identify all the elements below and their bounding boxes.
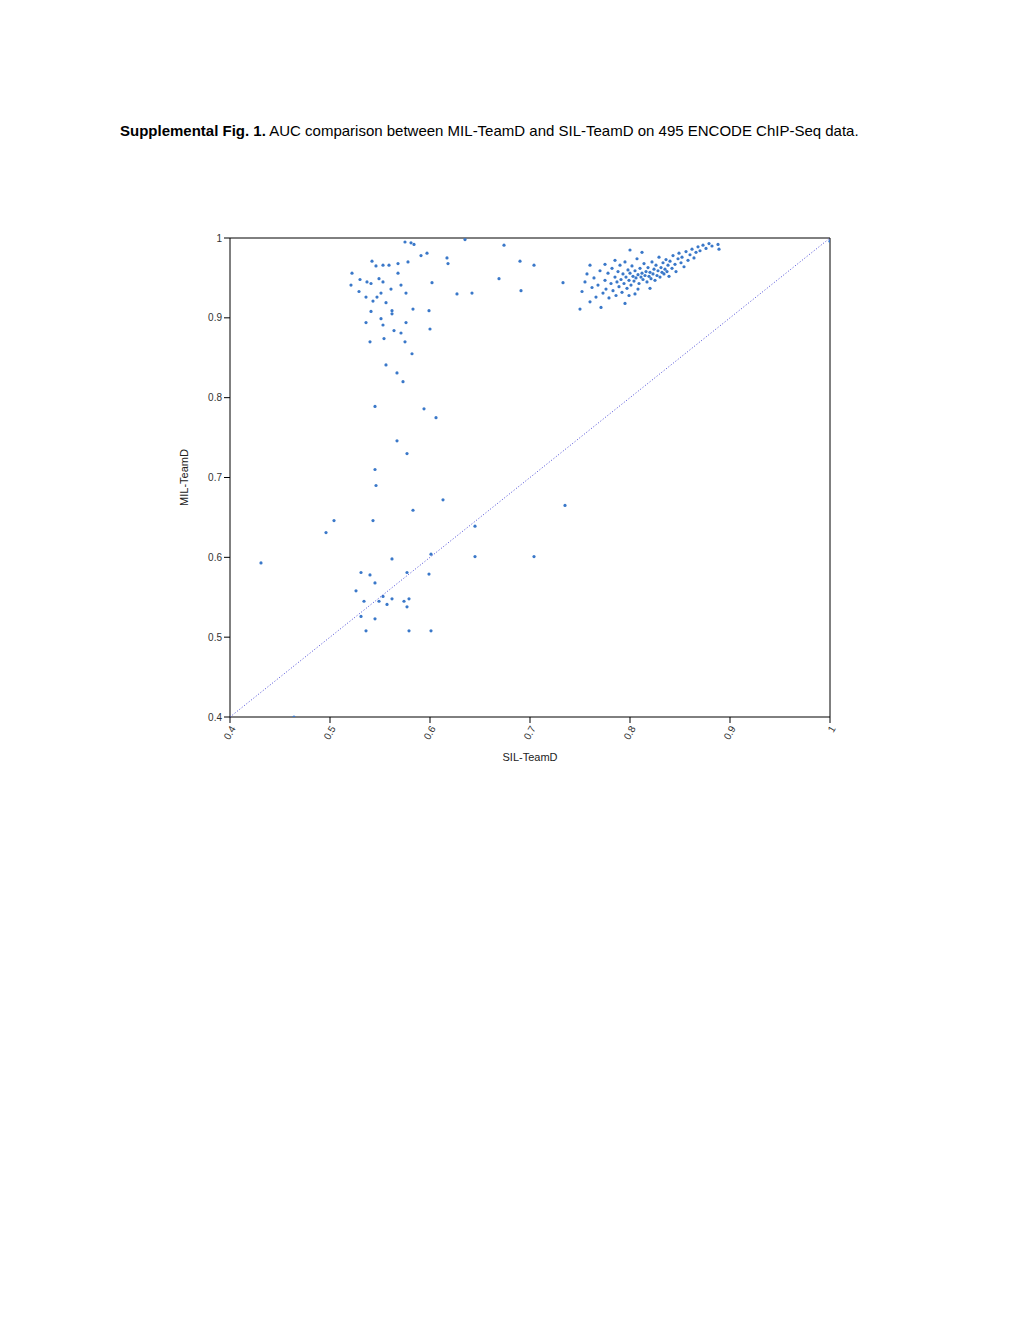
svg-text:MIL-TeamD: MIL-TeamD: [178, 449, 190, 506]
svg-text:0.9: 0.9: [721, 724, 738, 742]
svg-text:0.8: 0.8: [208, 392, 222, 403]
svg-text:SIL-TeamD: SIL-TeamD: [502, 751, 557, 763]
html-text:Supplemental Fig. 1. AUC compa: Supplemental Fig. 1. AUC comparison betw…: [120, 122, 859, 139]
svg-text:0.6: 0.6: [421, 724, 438, 742]
svg-text:0.8: 0.8: [621, 724, 638, 742]
svg-text:0.4: 0.4: [208, 712, 222, 723]
svg-text:0.9: 0.9: [208, 312, 222, 323]
svg-text:1: 1: [216, 233, 222, 244]
svg-text:0.7: 0.7: [208, 472, 222, 483]
svg-text:1: 1: [826, 724, 839, 735]
svg-text:0.5: 0.5: [208, 632, 222, 643]
svg-text:0.4: 0.4: [221, 724, 238, 742]
svg-text:0.5: 0.5: [321, 724, 338, 742]
svg-text:0.7: 0.7: [521, 724, 538, 742]
svg-text:0.6: 0.6: [208, 552, 222, 563]
